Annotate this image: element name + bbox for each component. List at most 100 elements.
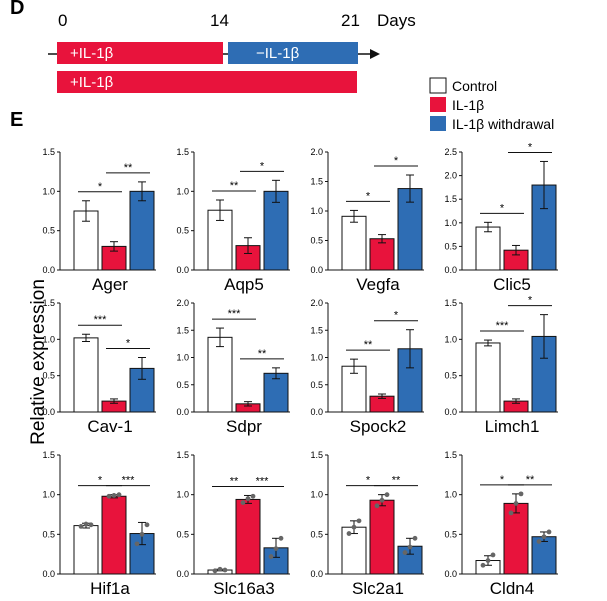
gene-label: Hif1a <box>90 579 130 598</box>
gene-label: Sdpr <box>226 417 262 436</box>
gene-label: Clic5 <box>493 275 531 294</box>
significance-label: * <box>394 310 399 322</box>
data-point <box>351 524 357 530</box>
y-tick-label: 0.5 <box>444 371 457 381</box>
chart-cldn4: 0.00.51.01.5* **Cldn4 <box>444 450 558 598</box>
y-tick-label: 1.0 <box>310 353 323 363</box>
data-point <box>407 544 413 550</box>
data-point <box>412 535 418 541</box>
y-tick-label: 1.5 <box>176 325 189 335</box>
bar-control <box>341 215 367 271</box>
y-tick-label: 0.5 <box>310 236 323 246</box>
y-tick-label: 2.0 <box>310 147 323 157</box>
data-point <box>217 566 223 572</box>
data-point <box>273 546 279 552</box>
y-tick-label: 2.0 <box>310 298 323 308</box>
significance-label: ** <box>124 162 133 174</box>
chart-ager: 0.00.51.01.5***Ager <box>42 147 156 294</box>
y-axis-label: Relative expression <box>28 279 49 445</box>
chart-cav-1: 0.00.51.01.5****Cav-1 <box>42 298 156 436</box>
data-point <box>116 492 122 498</box>
y-tick-label: 0.0 <box>310 407 323 417</box>
significance-label: * <box>500 202 505 214</box>
data-point <box>541 534 547 540</box>
timeline-tick-14: 14 <box>210 11 229 30</box>
panel-label-e: E <box>10 109 23 131</box>
bar-withdrawal <box>263 190 289 271</box>
data-point <box>384 492 390 498</box>
gene-label: Slc2a1 <box>352 579 404 598</box>
y-tick-label: 0.5 <box>176 226 189 236</box>
legend-label-control: Control <box>452 78 497 94</box>
data-point <box>546 529 552 535</box>
significance-label: * <box>366 475 371 487</box>
significance-label: * <box>126 338 131 350</box>
y-tick-label: 1.5 <box>42 450 55 460</box>
bar-chart-grid: 0.00.51.01.5***Ager0.00.51.01.5***Aqp50.… <box>42 141 558 598</box>
gene-label: Cldn4 <box>490 579 534 598</box>
gene-label: Slc16a3 <box>213 579 274 598</box>
bar-control <box>475 226 501 271</box>
chart-vegfa: 0.0 0.5 1.0 1.5 2.0 * * Vegfa <box>310 147 424 294</box>
significance-label: *** <box>122 475 136 487</box>
bar-withdrawal <box>531 536 557 575</box>
significance-label: * <box>500 474 505 486</box>
significance-label: * <box>98 181 103 193</box>
significance-label: * <box>260 160 265 172</box>
chart-limch1: 0.00.51.01.5****Limch1 <box>444 295 558 436</box>
bar-control <box>341 526 367 575</box>
legend-label-il1b: IL-1β <box>452 97 484 113</box>
significance-label: *** <box>94 314 108 326</box>
y-tick-label: 1.0 <box>444 334 457 344</box>
y-tick-label: 1.0 <box>176 353 189 363</box>
data-point <box>240 500 246 505</box>
y-tick-label: 1.5 <box>444 450 457 460</box>
data-point <box>536 539 542 544</box>
y-tick-label: 0.0 <box>176 569 189 579</box>
data-point <box>356 518 362 524</box>
y-tick-label: 1.5 <box>310 177 323 187</box>
bar-control <box>73 337 99 413</box>
bar-il1b <box>369 238 395 271</box>
y-tick-label: 1.5 <box>444 194 457 204</box>
bar-control <box>73 525 99 575</box>
chart-sdpr: 0.00.51.01.52.0*****Sdpr <box>176 298 290 436</box>
y-tick-label: 0.0 <box>310 265 323 275</box>
timeline-bar-continuous <box>57 71 357 93</box>
panel-label-d: D <box>10 0 24 19</box>
gene-label: Vegfa <box>356 275 400 294</box>
y-tick-label: 1.5 <box>176 450 189 460</box>
data-point <box>374 503 380 509</box>
y-tick-label: 1.5 <box>310 325 323 335</box>
y-tick-label: 1.5 <box>444 298 457 308</box>
y-tick-label: 1.5 <box>42 298 55 308</box>
legend-swatch-withdrawal <box>430 116 446 131</box>
bar-il1b <box>503 502 529 575</box>
gene-label: Limch1 <box>485 417 540 436</box>
bar-il1b <box>235 498 261 575</box>
y-tick-label: 1.0 <box>42 186 55 196</box>
data-point <box>402 550 408 555</box>
data-point <box>278 535 284 541</box>
chart-clic5: 0.0 0.5 1.0 1.5 2.0 2.5 * * Clic5 <box>444 141 558 294</box>
gene-label: Ager <box>92 275 128 294</box>
data-point <box>88 522 94 528</box>
significance-label: *** <box>228 308 242 320</box>
y-tick-label: 0.0 <box>176 265 189 275</box>
timeline-bar-withdrawal <box>228 42 358 64</box>
legend-swatch-control <box>429 77 447 94</box>
timeline-bar-continuous-label: +IL-1β <box>70 74 114 91</box>
significance-label: * <box>366 190 371 202</box>
data-point <box>480 562 486 568</box>
data-point <box>268 554 274 559</box>
data-point <box>250 493 256 499</box>
significance-label: ** <box>258 348 267 360</box>
chart-slc16a3: 0.00.51.01.5** ***Slc16a3 <box>176 450 290 598</box>
bar-control <box>341 365 367 413</box>
y-tick-label: 1.5 <box>310 450 323 460</box>
timeline-bar-withdrawal-label: −IL-1β <box>256 45 300 62</box>
data-point <box>212 568 218 574</box>
significance-label: * <box>528 295 533 307</box>
data-point <box>111 493 117 498</box>
data-point <box>508 510 514 516</box>
